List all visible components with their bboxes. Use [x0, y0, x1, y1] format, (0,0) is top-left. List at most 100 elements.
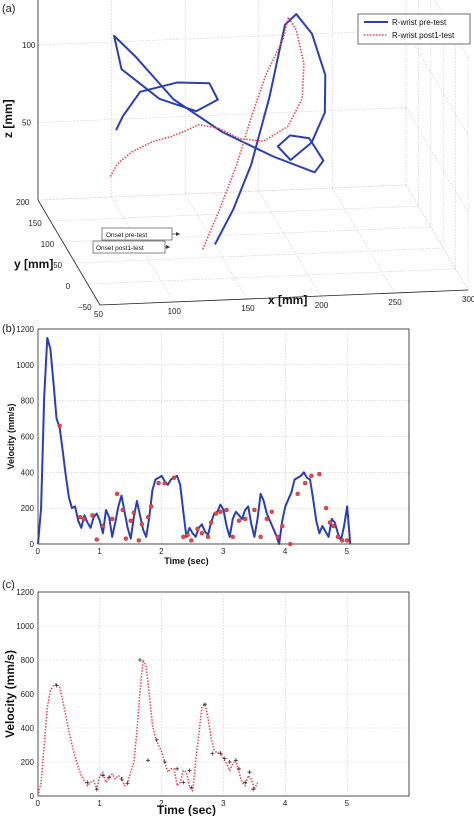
- back-wall-grid-z: [37, 29, 407, 46]
- peak-marker: [181, 534, 186, 540]
- annotation-onset-pre: Onset pre-test: [106, 232, 147, 239]
- peak-marker: [280, 523, 285, 529]
- peak-marker: [202, 702, 207, 707]
- panel-b-label: (b): [2, 323, 15, 335]
- peak-marker: [242, 516, 248, 522]
- peak-marker: [218, 509, 223, 514]
- x-axis-line: [99, 289, 469, 306]
- peak-marker: [145, 514, 151, 520]
- y-tick-label: 0: [30, 792, 35, 801]
- peak-marker: [344, 538, 350, 543]
- peak-marker: [295, 491, 300, 497]
- peak-marker: [227, 760, 232, 764]
- panel-a-y-axis-label: y [mm]: [14, 257, 53, 271]
- peak-marker: [123, 536, 129, 541]
- peak-marker: [331, 523, 336, 529]
- peak-marker: [323, 505, 329, 511]
- peak-marker: [189, 538, 194, 543]
- side-wall-grid-z: [405, 184, 469, 291]
- peak-marker: [94, 537, 99, 542]
- back-wall-grid-z: [37, 107, 407, 123]
- peak-marker: [85, 780, 90, 785]
- peak-marker: [94, 787, 99, 792]
- z-tick-label: 50: [22, 119, 31, 128]
- y-tick-label: 1200: [16, 325, 34, 334]
- y-tick-label: −50: [78, 303, 92, 312]
- y-tick-label: 200: [16, 198, 30, 207]
- annotation-onset-post: Onset post1-test: [96, 245, 144, 252]
- y-tick-label: 1000: [16, 361, 34, 370]
- panel-c-ticks: 0 1 2 3 4 5 0 200 400 600 800 1000 1200: [16, 588, 349, 808]
- peak-marker: [327, 520, 333, 525]
- peak-marker: [208, 520, 214, 525]
- x-tick-label: 250: [388, 298, 402, 307]
- peak-marker: [195, 526, 200, 531]
- x-tick-label: 5: [345, 547, 350, 556]
- x-tick-label: 4: [283, 547, 288, 556]
- panel-a-label: (a): [2, 3, 15, 15]
- peak-marker: [100, 773, 105, 778]
- floor-grid-x: [184, 193, 248, 300]
- peak-marker: [236, 766, 241, 771]
- trajectory-post1-test: [109, 16, 305, 250]
- floor-grid-y: [87, 268, 456, 285]
- peak-marker: [264, 516, 269, 522]
- x-tick-label: 1: [97, 547, 102, 556]
- y-tick-label: 200: [21, 504, 35, 513]
- peak-marker: [252, 507, 257, 513]
- velocity-line: [37, 336, 352, 545]
- panel-c-label: (c): [2, 579, 15, 591]
- y-tick-label: 600: [21, 690, 35, 699]
- peak-marker: [156, 480, 161, 486]
- x-tick-label: 1: [97, 799, 102, 808]
- panel-c-series: [37, 658, 259, 797]
- x-tick-label: 100: [168, 307, 182, 316]
- peak-marker: [125, 781, 130, 786]
- peak-marker: [269, 509, 274, 514]
- legend-entry-pre: R-wrist pre-test: [392, 18, 447, 27]
- x-tick-label: 2: [159, 799, 164, 808]
- back-wall-grid-z: [37, 184, 407, 201]
- peak-marker: [54, 683, 59, 688]
- peak-marker: [233, 758, 238, 763]
- side-wall-grid-z: [433, 0, 469, 58]
- floor-grid-y: [50, 205, 419, 222]
- peak-marker: [107, 775, 112, 780]
- peak-marker: [236, 518, 242, 523]
- peak-marker: [210, 751, 215, 756]
- x-tick-label: 5: [345, 799, 350, 808]
- panel-b-y-axis-label: Velocity (mm/s): [6, 403, 16, 469]
- y-tick-label: 400: [21, 724, 35, 733]
- peak-marker: [213, 511, 219, 516]
- y-tick-label: 0: [66, 282, 71, 291]
- y-tick-label: 50: [53, 261, 62, 270]
- peak-marker: [154, 737, 159, 742]
- peak-marker: [243, 780, 248, 785]
- y-tick-label: 800: [21, 656, 35, 665]
- peak-marker: [114, 491, 120, 497]
- peak-marker: [109, 516, 115, 522]
- y-tick-label: 1000: [16, 622, 34, 631]
- peak-marker: [302, 480, 308, 486]
- trajectory-pre-test: [113, 13, 327, 245]
- x-tick-label: 150: [241, 304, 255, 313]
- x-tick-label: 0: [36, 547, 41, 556]
- peak-marker: [218, 751, 223, 756]
- peak-marker: [230, 534, 235, 540]
- peak-marker: [90, 513, 95, 518]
- panel-a-onset-annotations: Onset pre-test Onset post1-test: [92, 227, 180, 254]
- peak-marker: [119, 777, 124, 781]
- peak-marker: [138, 658, 143, 662]
- peak-marker: [57, 423, 62, 428]
- floor-grid-y: [75, 247, 444, 264]
- x-tick-label: 3: [221, 799, 226, 808]
- y-tick-label: 200: [21, 758, 35, 767]
- peak-marker: [139, 522, 145, 527]
- side-wall-grid-z: [405, 29, 469, 136]
- peak-marker: [162, 480, 167, 486]
- y-tick-label: 0: [30, 540, 35, 549]
- peak-marker: [131, 510, 137, 515]
- peak-marker: [247, 770, 252, 775]
